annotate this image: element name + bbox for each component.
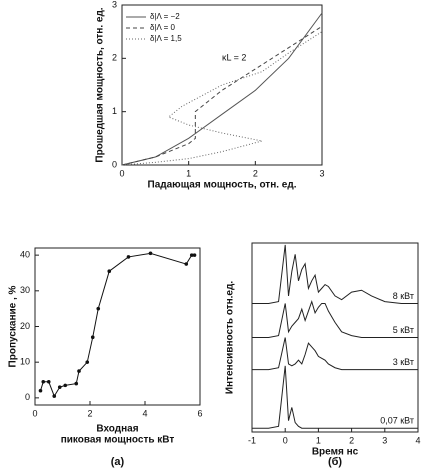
y-tick-label: 1 [112, 106, 117, 116]
data-line [121, 25, 323, 166]
y-tick-label: 3 [112, 0, 117, 9]
y-tick-label: 20 [20, 321, 30, 331]
legend-label: δ|Λ = 0 [150, 23, 176, 32]
y-axis-label: Пропускание , % [8, 285, 19, 367]
data-point [148, 251, 153, 256]
series-label: 8 кВт [393, 291, 414, 301]
data-point [52, 394, 57, 398]
data-point [126, 255, 131, 259]
y-axis-label: Прошедшая мощность, отн. ед. [95, 7, 106, 162]
data-point [184, 262, 189, 266]
y-tick-label: 30 [20, 285, 30, 295]
x-tick-label: 3 [319, 168, 324, 178]
x-tick-label: -1 [248, 435, 256, 445]
data-point [74, 381, 79, 386]
data-point [77, 369, 81, 373]
caption: (б) [328, 456, 342, 468]
y-tick-label: 0 [112, 159, 117, 169]
x-tick-label: 4 [415, 435, 420, 445]
x-tick-label: 0 [119, 168, 124, 178]
data-line [252, 337, 418, 371]
x-tick-label: 4 [142, 408, 147, 418]
plot-frame [34, 247, 201, 406]
x-tick-label: 6 [197, 408, 202, 418]
x-axis-label: Падающая мощность, отн. ед. [148, 180, 297, 191]
legend-label: δ|Λ = 1,5 [150, 34, 182, 43]
y-tick-label: 2 [112, 53, 117, 63]
x-tick-label: 3 [382, 435, 387, 445]
data-point [46, 380, 51, 384]
annotation: κL = 2 [222, 53, 246, 63]
data-point [38, 388, 43, 393]
x-tick-label: 1 [316, 435, 321, 445]
data-line [121, 31, 323, 166]
x-axis-label: пиковая мощность кВт [61, 435, 175, 446]
plot-frame [121, 4, 323, 166]
data-point [90, 335, 95, 340]
x-tick-label: 0 [32, 408, 37, 418]
x-tick-label: 2 [349, 435, 354, 445]
series-label: 5 кВт [393, 325, 414, 335]
legend-label: δ|Λ = −2 [150, 12, 180, 21]
x-tick-label: 2 [253, 168, 258, 178]
data-line [252, 299, 418, 338]
caption: (а) [111, 456, 125, 468]
x-tick-label: 2 [87, 408, 92, 418]
data-line [40, 252, 195, 398]
data-line [252, 244, 418, 304]
data-point [63, 383, 68, 388]
y-tick-label: 40 [20, 250, 30, 260]
data-line [121, 12, 323, 166]
data-point [189, 253, 194, 257]
series-label: 3 кВт [393, 357, 414, 367]
data-point [57, 385, 62, 389]
data-point [41, 380, 46, 384]
x-axis-label: Время нс [312, 447, 359, 458]
series-label: 0,07 кВт [380, 416, 414, 426]
y-axis-label: Интенсивность отн.ед. [225, 281, 236, 394]
y-tick-label: 10 [20, 357, 30, 367]
x-tick-label: 1 [186, 168, 191, 178]
y-tick-label: 0 [25, 392, 30, 402]
x-axis-label: Входная [96, 424, 138, 435]
data-point [192, 253, 197, 257]
data-line [252, 365, 418, 429]
data-point [96, 306, 101, 311]
data-point [107, 269, 112, 273]
x-tick-label: 0 [283, 435, 288, 445]
data-point [85, 360, 90, 364]
